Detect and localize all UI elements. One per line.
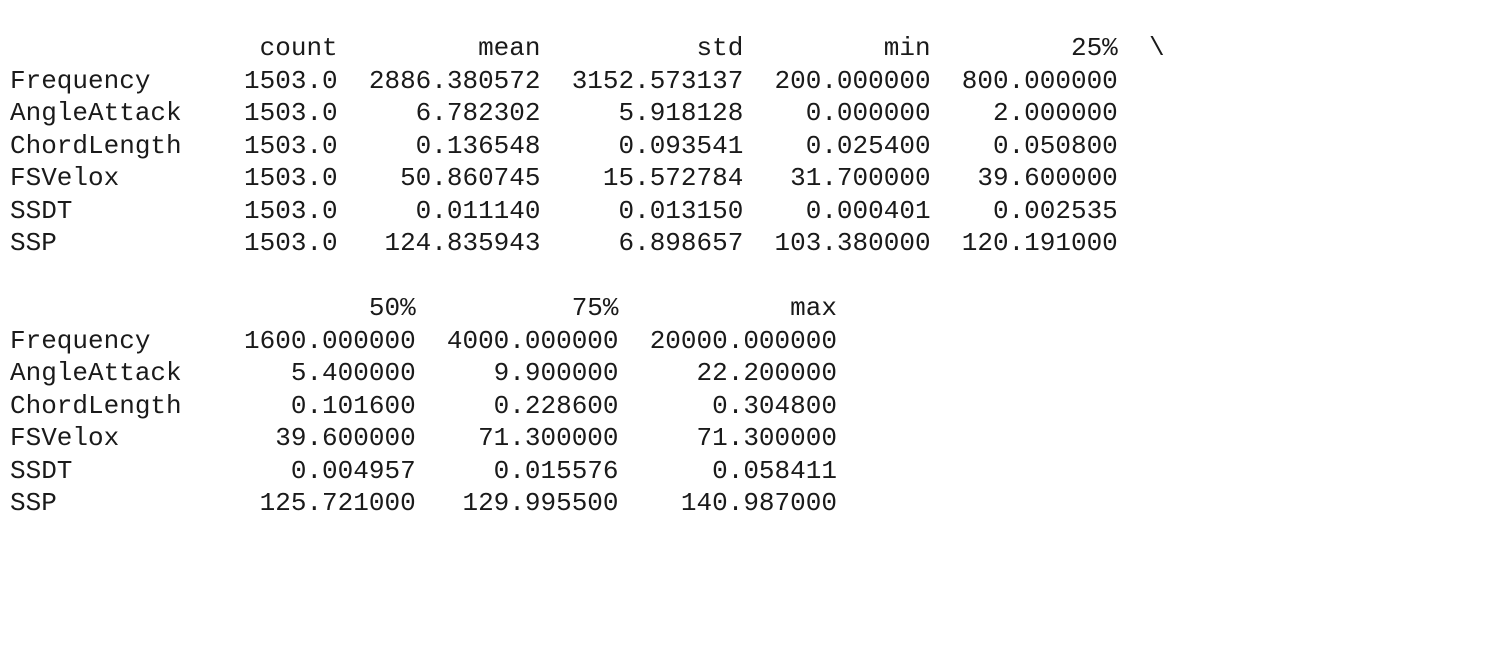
describe-output: count mean std min 25% \ Frequency 1503.… [0,26,1498,526]
